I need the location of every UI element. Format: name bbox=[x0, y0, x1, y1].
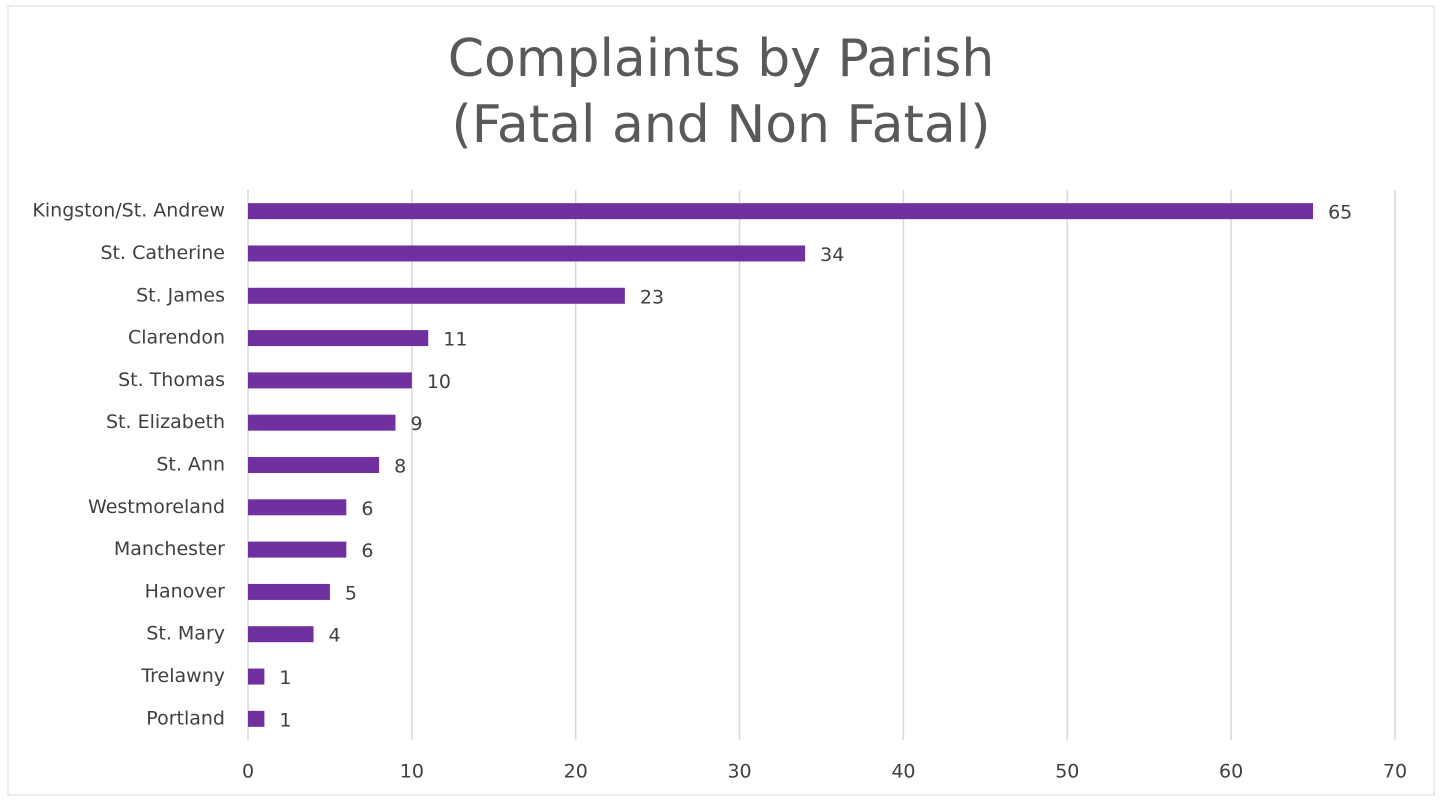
x-tick-label: 30 bbox=[727, 761, 751, 783]
chart-title: Complaints by Parish bbox=[448, 29, 995, 89]
data-label: 4 bbox=[329, 625, 341, 647]
data-label: 10 bbox=[427, 371, 451, 393]
bar bbox=[248, 372, 412, 389]
y-tick-label: St. Mary bbox=[146, 623, 225, 645]
y-tick-label: Hanover bbox=[145, 580, 226, 602]
data-label: 11 bbox=[443, 329, 467, 351]
y-tick-label: Westmoreland bbox=[88, 496, 225, 518]
bar bbox=[248, 626, 314, 643]
bar bbox=[248, 583, 330, 600]
y-tick-label: Clarendon bbox=[128, 327, 225, 349]
bar bbox=[248, 245, 806, 262]
x-tick-label: 0 bbox=[242, 761, 254, 783]
data-label: 34 bbox=[820, 244, 844, 266]
y-tick-label: St. Catherine bbox=[100, 242, 225, 264]
data-label: 6 bbox=[361, 540, 373, 562]
y-tick-label: Kingston/St. Andrew bbox=[32, 200, 225, 222]
y-tick-label: Portland bbox=[146, 707, 225, 729]
chart-title: (Fatal and Non Fatal) bbox=[451, 95, 990, 155]
data-label: 1 bbox=[279, 709, 291, 731]
data-label: 65 bbox=[1328, 202, 1352, 224]
x-tick-label: 20 bbox=[564, 761, 588, 783]
data-label: 8 bbox=[394, 456, 406, 478]
y-tick-label: St. Elizabeth bbox=[106, 411, 225, 433]
data-label: 6 bbox=[361, 498, 373, 520]
x-tick-label: 50 bbox=[1055, 761, 1079, 783]
bar bbox=[248, 414, 396, 431]
y-tick-label: St. Ann bbox=[156, 454, 225, 476]
x-tick-label: 70 bbox=[1383, 761, 1407, 783]
x-tick-label: 40 bbox=[891, 761, 915, 783]
bar bbox=[248, 541, 347, 558]
bar bbox=[248, 457, 380, 473]
data-label: 9 bbox=[410, 413, 422, 435]
bar bbox=[248, 668, 265, 685]
x-tick-label: 10 bbox=[400, 761, 424, 783]
bar bbox=[248, 499, 347, 516]
chart-border bbox=[7, 5, 1435, 796]
y-tick-label: Manchester bbox=[114, 538, 225, 560]
bar bbox=[248, 330, 429, 347]
data-label: 23 bbox=[640, 286, 664, 308]
data-label: 5 bbox=[345, 582, 357, 604]
y-tick-label: St. Thomas bbox=[118, 369, 225, 391]
data-label: 1 bbox=[279, 667, 291, 689]
bar bbox=[248, 287, 625, 304]
bar bbox=[248, 710, 265, 727]
y-tick-label: Trelawny bbox=[140, 665, 225, 687]
x-tick-label: 60 bbox=[1219, 761, 1243, 783]
y-tick-label: St. James bbox=[136, 284, 225, 306]
bar bbox=[248, 203, 1314, 220]
